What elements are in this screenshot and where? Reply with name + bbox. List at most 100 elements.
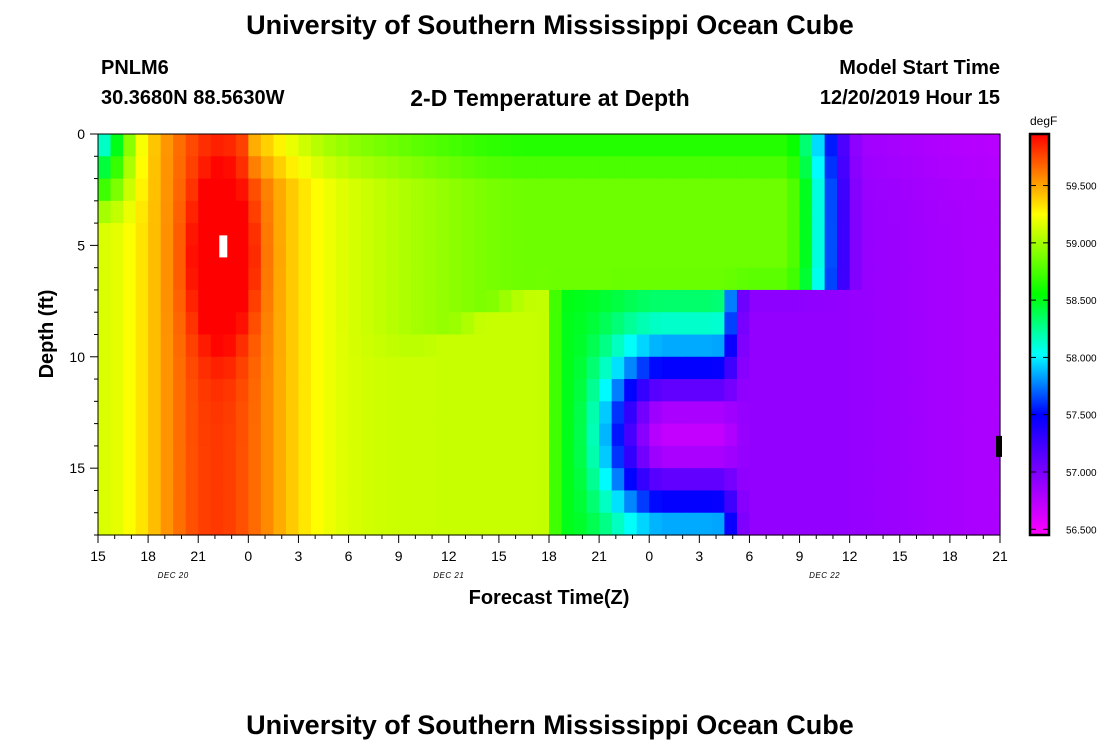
- y-axis: 0 5 10 15: [69, 126, 98, 536]
- heatmap-cell: [761, 490, 776, 514]
- heatmap-cell: [110, 178, 124, 202]
- heatmap-cell: [749, 490, 763, 514]
- heatmap-cell: [711, 200, 725, 224]
- heatmap-cell: [724, 200, 738, 224]
- heatmap-cell: [661, 356, 675, 380]
- heatmap-cell: [549, 289, 563, 313]
- heatmap-cell: [148, 289, 162, 313]
- heatmap-cell: [336, 512, 350, 536]
- heatmap-cell: [298, 423, 312, 447]
- heatmap-cell: [198, 468, 212, 492]
- heatmap-cell: [98, 468, 112, 492]
- heatmap-cell: [862, 223, 876, 246]
- heatmap-cell: [285, 223, 300, 246]
- heatmap-cell: [812, 468, 826, 492]
- heatmap-cell: [674, 490, 688, 514]
- heatmap-cell: [148, 401, 162, 425]
- heatmap-cell: [887, 245, 901, 269]
- heatmap-cell: [887, 267, 901, 291]
- y-tick-label: 0: [77, 126, 85, 142]
- heatmap-cell: [423, 289, 437, 313]
- heatmap-cell: [373, 379, 387, 402]
- heatmap-cell: [937, 356, 951, 380]
- heatmap-cell: [348, 356, 362, 380]
- heatmap-cell: [348, 379, 362, 402]
- heatmap-cell: [549, 423, 563, 447]
- heatmap-cell: [486, 512, 500, 536]
- heatmap-cell: [361, 223, 375, 246]
- heatmap-cell: [260, 178, 274, 202]
- heatmap-cell: [448, 490, 462, 514]
- heatmap-cell: [523, 490, 538, 514]
- heatmap-cell: [173, 445, 187, 469]
- heatmap-cell: [787, 334, 801, 358]
- heatmap-cell: [724, 468, 738, 492]
- heatmap-cell: [987, 245, 1001, 269]
- heatmap-cell: [974, 289, 989, 313]
- heatmap-cell: [511, 245, 525, 269]
- heatmap-cell: [273, 134, 287, 157]
- heatmap-cell: [148, 245, 162, 269]
- heatmap-cell: [398, 468, 412, 492]
- heatmap-cell: [436, 512, 450, 536]
- heatmap-cell: [987, 134, 1001, 157]
- heatmap-cell: [912, 356, 926, 380]
- heatmap-cell: [198, 178, 212, 202]
- heatmap-cell: [323, 356, 337, 380]
- heatmap-cell: [912, 468, 926, 492]
- heatmap-cell: [899, 245, 913, 269]
- heatmap-cell: [924, 334, 938, 358]
- heatmap-cell: [599, 401, 613, 425]
- heatmap-cell: [298, 223, 312, 246]
- heatmap-cell: [874, 200, 888, 224]
- heatmap-cell: [348, 245, 362, 269]
- heatmap-cell: [736, 200, 751, 224]
- heatmap-cell: [285, 379, 300, 402]
- heatmap-cell: [511, 178, 525, 202]
- heatmap-cell: [185, 490, 199, 514]
- heatmap-cell: [348, 401, 362, 425]
- heatmap-cell: [160, 312, 174, 336]
- heatmap-cell: [198, 401, 212, 425]
- heatmap-cell: [949, 289, 964, 313]
- heatmap-cell: [323, 334, 337, 358]
- heatmap-cell: [749, 379, 763, 402]
- heatmap-cell: [110, 156, 124, 180]
- heatmap-cell: [912, 312, 926, 336]
- x-tick-label: 9: [395, 548, 403, 564]
- heatmap-cell: [361, 490, 375, 514]
- heatmap-cell: [561, 334, 575, 358]
- heatmap-cell: [862, 490, 876, 514]
- heatmap-cell: [436, 423, 450, 447]
- heatmap-cell: [160, 178, 174, 202]
- heatmap-cell: [361, 401, 375, 425]
- heatmap-cell: [849, 423, 863, 447]
- heatmap-cell: [686, 289, 700, 313]
- colorbar-unit: degF: [1030, 114, 1057, 128]
- heatmap-cell: [837, 356, 851, 380]
- heatmap-cell: [223, 312, 237, 336]
- heatmap-cell: [436, 200, 450, 224]
- heatmap-cell: [273, 267, 287, 291]
- colorbar: [1028, 132, 1051, 537]
- heatmap-cell: [611, 445, 625, 469]
- heatmap-cell: [398, 267, 412, 291]
- heatmap-cell: [411, 289, 425, 313]
- heatmap-cell: [98, 134, 112, 157]
- heatmap-cell: [461, 401, 475, 425]
- heatmap-cell: [110, 379, 124, 402]
- heatmap-cell: [361, 468, 375, 492]
- heatmap-cell: [724, 156, 738, 180]
- heatmap-cell: [699, 223, 713, 246]
- heatmap-cell: [223, 200, 237, 224]
- heatmap-cell: [574, 156, 588, 180]
- heatmap-cell: [787, 379, 801, 402]
- heatmap-cell: [674, 178, 688, 202]
- heatmap-cell: [912, 200, 926, 224]
- x-tick-label: 18: [942, 548, 958, 564]
- heatmap-cell: [523, 312, 538, 336]
- heatmap-cell: [98, 423, 112, 447]
- heatmap-cell: [586, 178, 600, 202]
- heatmap-cell: [411, 401, 425, 425]
- heatmap-cell: [624, 490, 638, 514]
